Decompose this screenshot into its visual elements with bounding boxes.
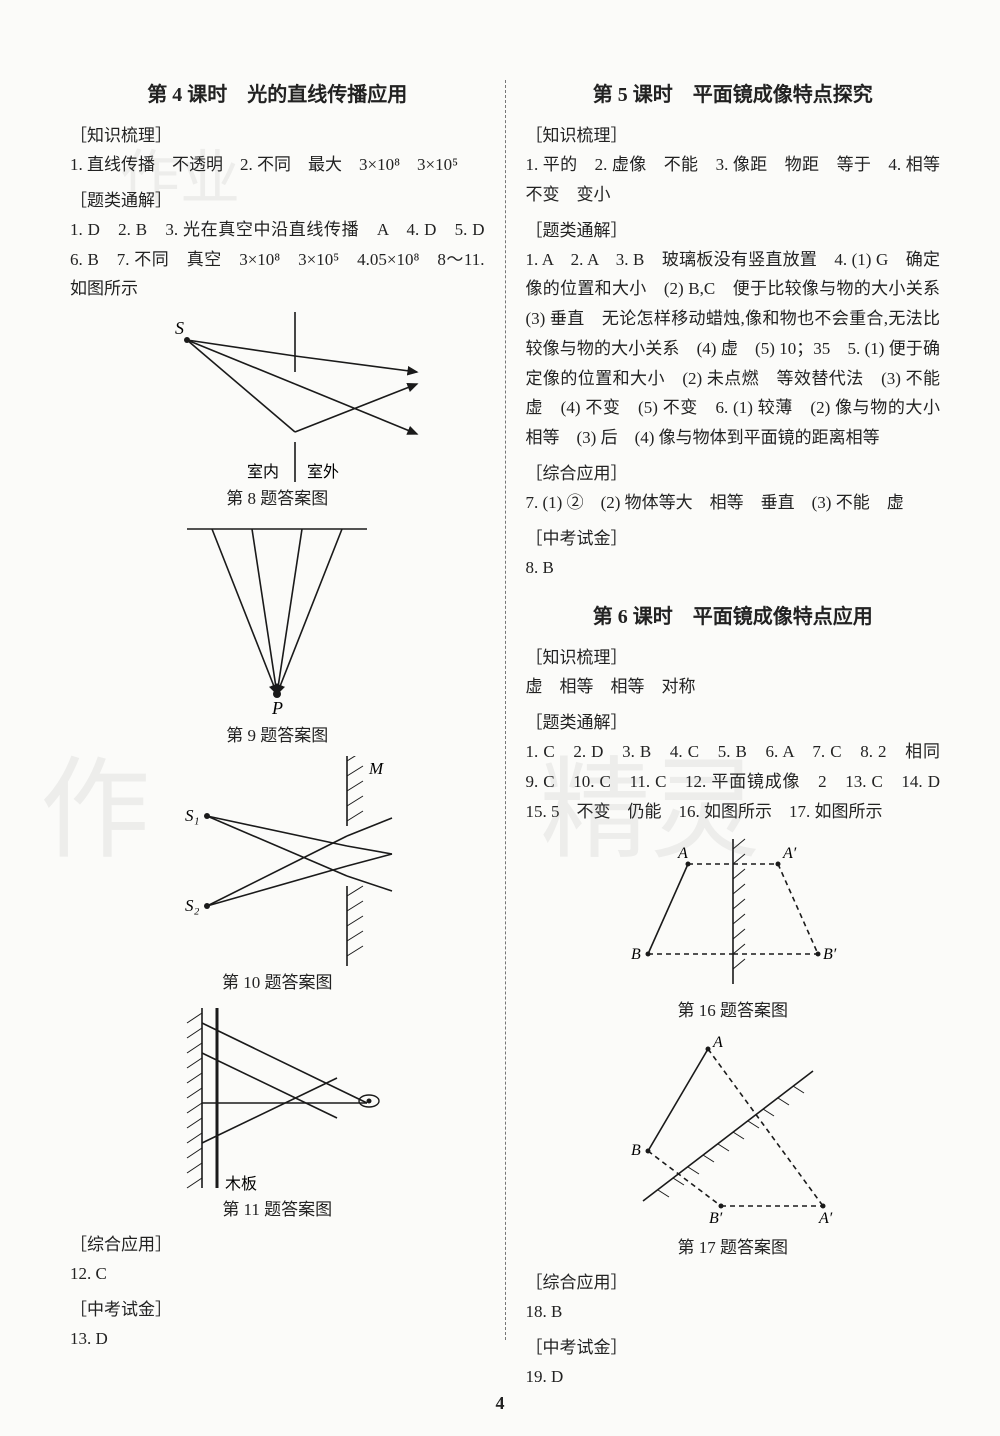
knowledge-text: 虚 相等 相等 对称 — [526, 672, 941, 702]
section-label: ［综合应用］ — [70, 1230, 485, 1255]
label-s: S — [175, 318, 184, 338]
answer-text: 13. D — [70, 1324, 485, 1354]
label-a: A — [677, 845, 688, 862]
answer-text: 7. (1) ② (2) 物体等大 相等 垂直 (3) 不能 虚 — [526, 488, 941, 518]
label-m: M — [368, 759, 384, 778]
problem-text: 1. C 2. D 3. B 4. C 5. B 6. A 7. C 8. 2 … — [526, 737, 941, 826]
section-label: ［中考试金］ — [526, 524, 941, 549]
lesson5-title: 第 5 课时 平面镜成像特点探究 — [526, 78, 941, 107]
label-bp: B′ — [709, 1210, 723, 1227]
figure-caption: 第 9 题答案图 — [70, 721, 485, 746]
figure-caption: 第 11 题答案图 — [70, 1195, 485, 1220]
problem-text: 1. D 2. B 3. 光在真空中沿直线传播 A 4. D 5. D 6. B… — [70, 215, 485, 304]
knowledge-text: 1. 直线传播 不透明 2. 不同 最大 3×10⁸ 3×10⁵ — [70, 150, 485, 180]
section-label: ［题类通解］ — [70, 186, 485, 211]
section-label: ［知识梳理］ — [526, 121, 941, 146]
figure-caption: 第 8 题答案图 — [70, 484, 485, 509]
label-s2: S₂ — [185, 896, 200, 915]
section-label: ［综合应用］ — [526, 459, 941, 484]
answer-text: 8. B — [526, 553, 941, 583]
figure-11-diagram: 木板 — [147, 1003, 407, 1193]
figure-10-diagram: S₁ S₂ M — [147, 756, 407, 966]
label-board: 木板 — [225, 1175, 257, 1193]
figure-8-diagram: S 室内 室外 — [127, 312, 427, 482]
figure-caption: 第 17 题答案图 — [526, 1233, 941, 1258]
section-label: ［中考试金］ — [526, 1333, 941, 1358]
label-ap: A′ — [782, 845, 797, 862]
section-label: ［题类通解］ — [526, 216, 941, 241]
label-b: B — [631, 946, 641, 963]
figure-9-diagram: P — [157, 519, 397, 719]
label-b: B — [631, 1142, 641, 1159]
label-a: A — [712, 1034, 723, 1051]
label-indoor: 室内 — [247, 463, 279, 481]
figure-17-diagram: A B A′ B′ — [603, 1031, 863, 1231]
label-s1: S₁ — [185, 806, 199, 825]
page: 作业 作 精灵 第 4 课时 光的直线传播应用 ［知识梳理］ 1. 直线传播 不… — [0, 0, 1000, 1422]
section-label: ［知识梳理］ — [70, 121, 485, 146]
page-number: 4 — [0, 1393, 1000, 1414]
section-label: ［题类通解］ — [526, 708, 941, 733]
figure-caption: 第 10 题答案图 — [70, 968, 485, 993]
lesson6-title: 第 6 课时 平面镜成像特点应用 — [526, 600, 941, 629]
label-outdoor: 室外 — [307, 463, 339, 481]
label-p: P — [271, 698, 283, 718]
figure-caption: 第 16 题答案图 — [526, 996, 941, 1021]
section-label: ［综合应用］ — [526, 1268, 941, 1293]
section-label: ［知识梳理］ — [526, 643, 941, 668]
left-column: 第 4 课时 光的直线传播应用 ［知识梳理］ 1. 直线传播 不透明 2. 不同… — [70, 70, 485, 1392]
figure-16-diagram: A A′ B B′ — [593, 834, 873, 994]
answer-text: 18. B — [526, 1297, 941, 1327]
section-label: ［中考试金］ — [70, 1295, 485, 1320]
answer-text: 19. D — [526, 1362, 941, 1392]
problem-text: 1. A 2. A 3. B 玻璃板没有竖直放置 4. (1) G 确定像的位置… — [526, 245, 941, 453]
column-divider — [505, 80, 506, 1340]
label-bp: B′ — [823, 946, 837, 963]
lesson4-title: 第 4 课时 光的直线传播应用 — [70, 78, 485, 107]
answer-text: 12. C — [70, 1259, 485, 1289]
label-ap: A′ — [818, 1210, 833, 1227]
right-column: 第 5 课时 平面镜成像特点探究 ［知识梳理］ 1. 平的 2. 虚像 不能 3… — [526, 70, 941, 1392]
knowledge-text: 1. 平的 2. 虚像 不能 3. 像距 物距 等于 4. 相等 不变 变小 — [526, 150, 941, 210]
